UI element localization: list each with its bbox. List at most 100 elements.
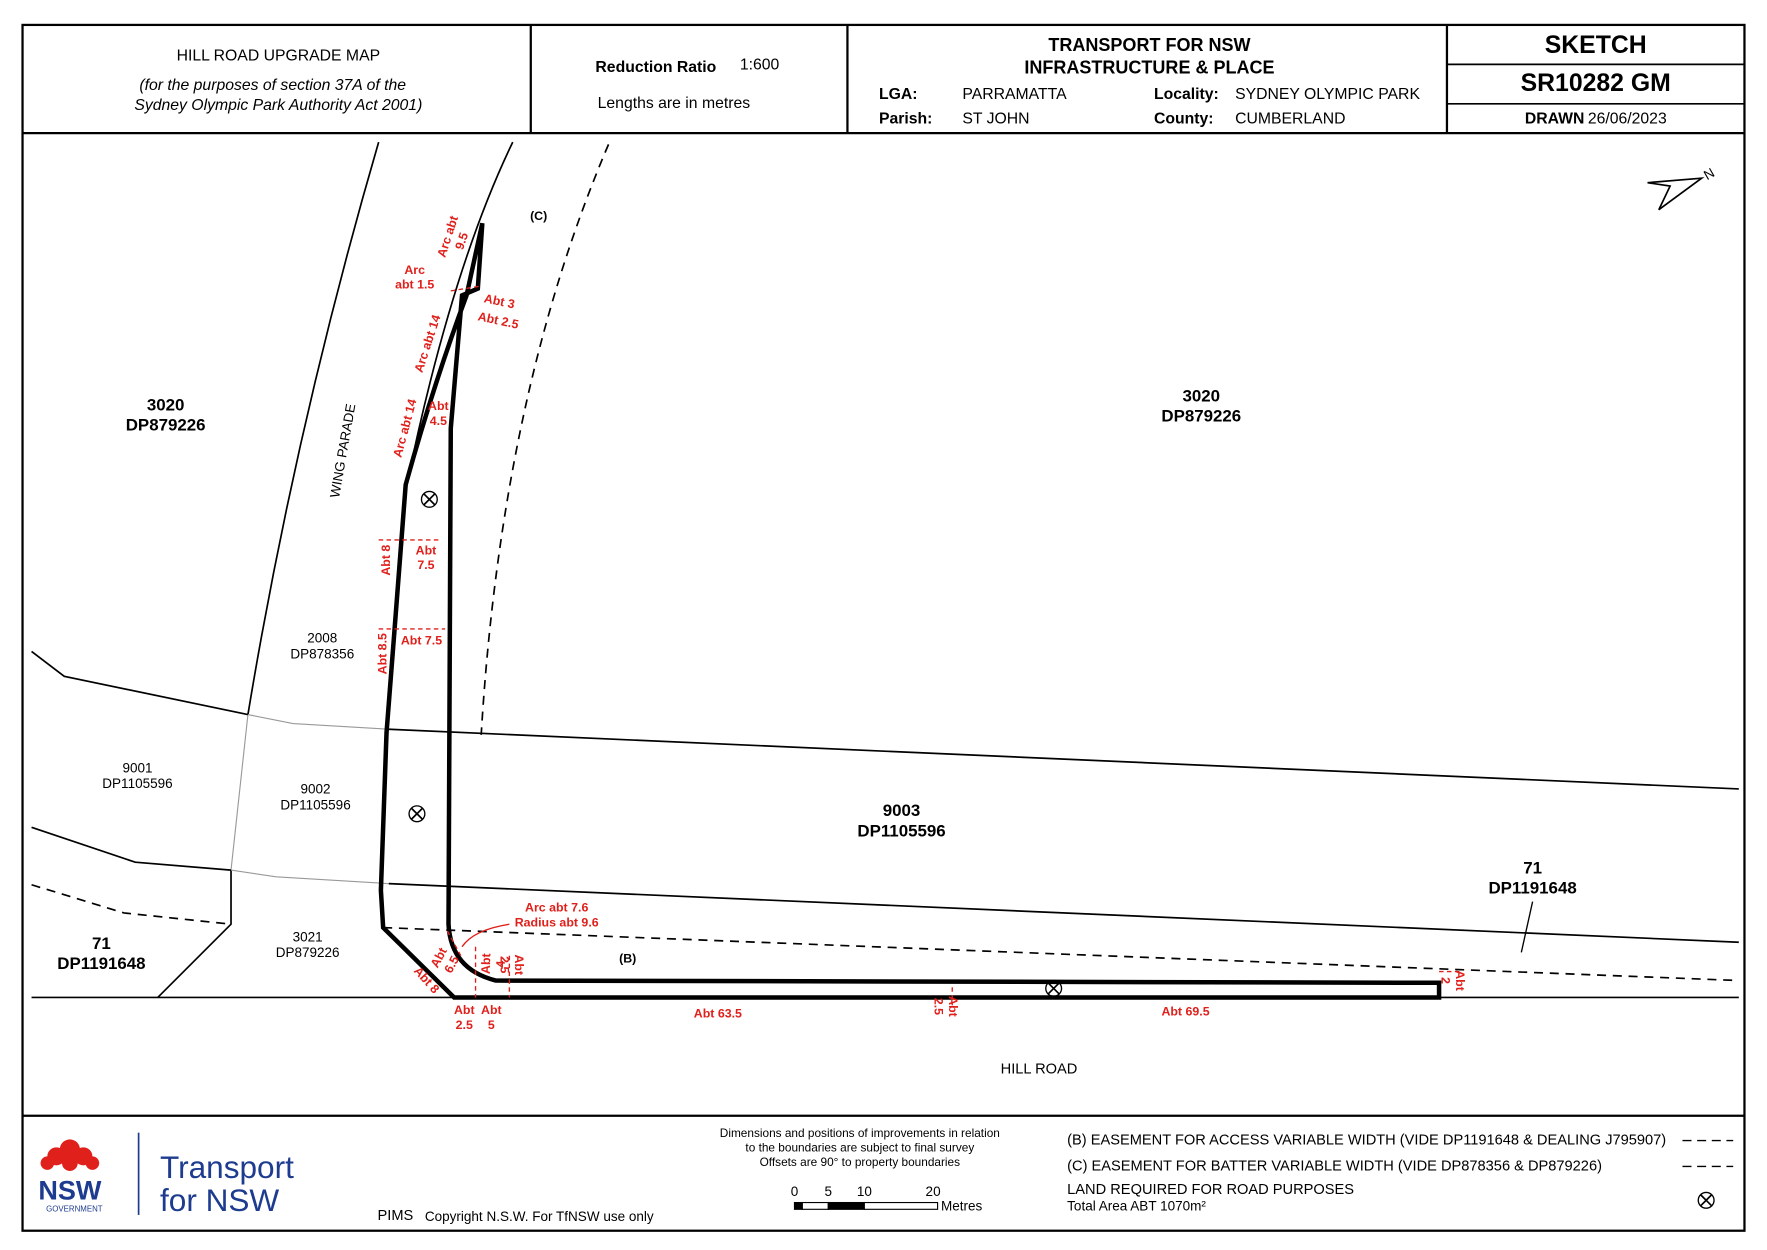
label: 1:600 [740, 57, 780, 74]
dimension-label: Arc abt 7.6 [525, 901, 588, 915]
north-arrow [1647, 177, 1705, 211]
lot-boundary [31, 826, 232, 871]
lot-boundary [388, 728, 1739, 790]
logo-transport: for NSW [160, 1182, 279, 1218]
land-required-symbol [410, 807, 424, 820]
logo-transport: Transport [160, 1149, 294, 1185]
scale-bar-segment [863, 1201, 939, 1210]
lot-plan: DP1105596 [102, 776, 172, 791]
label: Reduction Ratio [595, 59, 716, 76]
label: TRANSPORT FOR NSW [1048, 35, 1250, 55]
lot-boundary [388, 882, 1739, 944]
label: CUMBERLAND [1235, 111, 1345, 128]
dimension-label: Abt 7.5 [401, 634, 442, 648]
lot-number: 3020 [1183, 386, 1221, 405]
road-name: HILL ROAD [1001, 1061, 1078, 1077]
copyright: Copyright N.S.W. For TfNSW use only [425, 1209, 654, 1224]
dimension-label: Radius abt 9.6 [515, 915, 599, 929]
lot-number: 9003 [883, 801, 921, 820]
lot-plan: DP1105596 [857, 821, 945, 840]
road-boundary [247, 141, 380, 715]
label: SKETCH [1545, 32, 1647, 59]
land-required-boundary [378, 222, 1442, 1000]
scale-label: 20 [926, 1184, 941, 1199]
land-required-symbol [420, 490, 438, 508]
scale-bar-segment [827, 1201, 865, 1210]
scale-label: 10 [857, 1184, 872, 1199]
label: 26/06/2023 [1588, 111, 1667, 128]
lot-number: 9001 [122, 760, 152, 775]
easement-tag: (B) [619, 951, 636, 965]
label: (for the purposes of section 37A of the [139, 77, 406, 94]
lot-number: 9002 [300, 782, 330, 797]
dimension-label: Abt [946, 996, 960, 1017]
logo-waratah [85, 1156, 100, 1170]
dimension-line [450, 285, 480, 292]
label: PARRAMATTA [962, 86, 1067, 103]
label: SYDNEY OLYMPIC PARK [1235, 86, 1420, 103]
legend-text: Total Area ABT 1070m² [1067, 1199, 1206, 1214]
dimension-label: 9.5 [452, 231, 471, 252]
lot-plan: DP1105596 [280, 797, 350, 812]
easement-tag: (C) [530, 209, 547, 223]
dimension-label: Abt [428, 399, 449, 413]
dimension-line [446, 930, 463, 959]
land-required-symbol [408, 805, 426, 823]
dimension-label: Abt 8.5 [375, 633, 389, 674]
label: DRAWN [1525, 111, 1585, 128]
dimension-label: Abt 69.5 [1161, 1004, 1209, 1018]
lot-plan: DP1191648 [57, 954, 145, 973]
dimension-label: Abt [454, 1003, 475, 1017]
lot-boundary-faint [230, 869, 389, 885]
label: Sydney Olympic Park Authority Act 2001) [134, 97, 422, 114]
footer-note: Offsets are 90° to property boundaries [760, 1155, 961, 1169]
dimension-label: 2.5 [931, 998, 945, 1015]
lot-number: 3021 [293, 929, 323, 944]
road-boundary [157, 870, 232, 999]
land-required-symbol [1697, 1191, 1715, 1209]
dimension-label: Abt 63.5 [694, 1007, 742, 1021]
legend-text: LAND REQUIRED FOR ROAD PURPOSES [1067, 1182, 1354, 1198]
dimension-label: Arc [404, 263, 425, 277]
lot-plan: DP879226 [126, 416, 206, 435]
logo-nsw: NSW [38, 1176, 102, 1206]
footer-note: to the boundaries are subject to final s… [745, 1141, 974, 1155]
legend-text: (B) EASEMENT FOR ACCESS VARIABLE WIDTH (… [1067, 1132, 1666, 1148]
label: Parish: [879, 111, 932, 128]
lot-plan: DP879226 [276, 945, 340, 960]
dimension-label: 4.5 [430, 414, 447, 428]
lot-boundary-faint [247, 714, 389, 730]
pims: PIMS [378, 1208, 414, 1224]
scale-bar-segment [801, 1201, 829, 1210]
dimension-label: Abt [1453, 970, 1467, 991]
label: SR10282 GM [1521, 70, 1671, 97]
label: LGA: [879, 86, 918, 103]
lot-number: 2008 [307, 631, 337, 646]
lot-plan: DP1191648 [1488, 879, 1576, 898]
scale-label: Metres [941, 1199, 983, 1214]
easement-b [31, 883, 232, 926]
logo-government: GOVERNMENT [46, 1204, 103, 1213]
easement-c [480, 144, 610, 735]
label: Locality: [1154, 86, 1219, 103]
label: County: [1154, 111, 1214, 128]
footer-note: Dimensions and positions of improvements… [720, 1126, 1000, 1140]
dimension-label: 7.5 [417, 558, 434, 572]
dimension-label: Abt [479, 953, 494, 974]
easement-b [383, 926, 1739, 982]
dimension-label: 2 [1438, 977, 1452, 984]
land-required-symbol [1047, 982, 1060, 995]
label: INFRASTRUCTURE & PLACE [1024, 58, 1274, 78]
lot-plan: DP878356 [290, 646, 354, 661]
sheet-border [21, 23, 1746, 1232]
lot-number: 71 [1523, 858, 1542, 877]
logo-waratah [40, 1156, 55, 1170]
lot-number: 3020 [147, 395, 185, 414]
label: Lengths are in metres [598, 95, 751, 112]
dimension-label: Abt 8 [379, 545, 393, 576]
lot-boundary-faint [230, 714, 249, 871]
dimension-label: Abt [481, 1003, 502, 1017]
dimension-label: abt 1.5 [395, 278, 434, 292]
land-required-symbol [423, 493, 436, 506]
